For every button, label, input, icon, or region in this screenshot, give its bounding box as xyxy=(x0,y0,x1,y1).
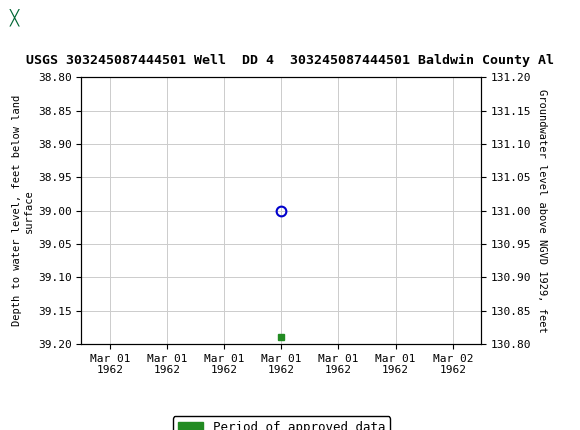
Legend: Period of approved data: Period of approved data xyxy=(173,416,390,430)
Text: USGS 303245087444501 Well  DD 4  303245087444501 Baldwin County Al: USGS 303245087444501 Well DD 4 303245087… xyxy=(26,54,554,67)
Y-axis label: Groundwater level above NGVD 1929, feet: Groundwater level above NGVD 1929, feet xyxy=(537,89,547,332)
FancyBboxPatch shape xyxy=(6,3,52,31)
Text: ╳: ╳ xyxy=(10,9,19,26)
Text: USGS: USGS xyxy=(70,8,117,27)
Y-axis label: Depth to water level, feet below land
surface: Depth to water level, feet below land su… xyxy=(12,95,34,326)
